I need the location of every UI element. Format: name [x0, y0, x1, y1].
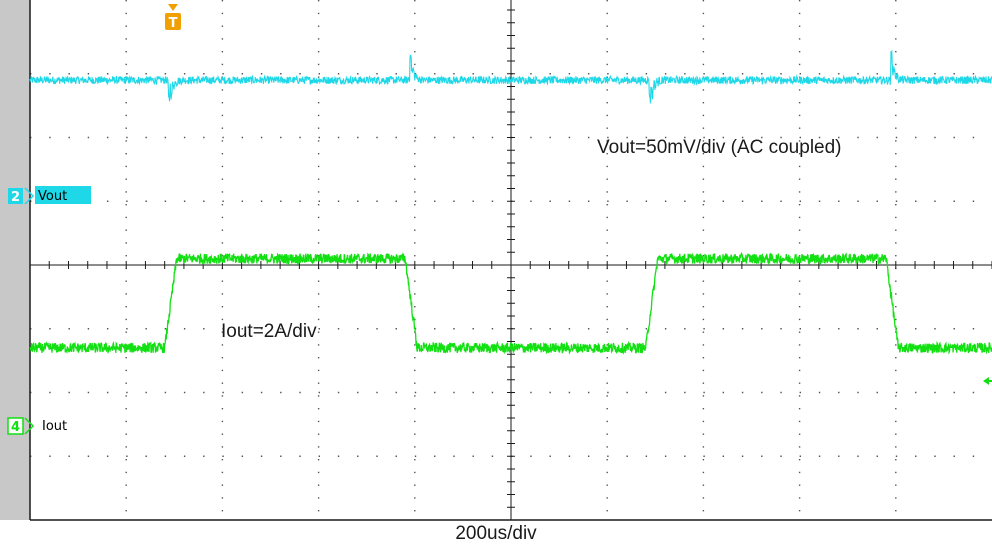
- trigger-arrow-icon: [168, 4, 178, 11]
- marker-layer: T 2 Vout 4 Iout: [7, 4, 992, 435]
- channel-2-badge: [8, 188, 23, 204]
- trigger-level-arrow-icon: [983, 377, 989, 385]
- channel-4-marker: 4 Iout: [7, 416, 84, 435]
- vout-trace: [29, 49, 992, 104]
- channel-2-marker: 2 Vout: [8, 186, 91, 205]
- graticule: [29, 0, 992, 521]
- channel-4-pointer-icon: [24, 417, 35, 435]
- channel-2-number: 2: [11, 190, 20, 205]
- channel-4-label: Iout: [42, 419, 67, 434]
- vout-scale-annotation: Vout=50mV/div (AC coupled): [597, 137, 842, 158]
- trigger-badge: [165, 13, 181, 30]
- channel-4-number: 4: [11, 420, 20, 435]
- trigger-marker: T: [165, 4, 181, 31]
- channel-2-label: Vout: [38, 189, 67, 204]
- channel-4-badge: [7, 417, 24, 435]
- channel-4-label-box: [38, 416, 84, 434]
- trigger-letter: T: [169, 16, 178, 31]
- iout-trace: [29, 251, 992, 355]
- left-bezel: [0, 0, 30, 520]
- trace-layer: [29, 49, 992, 355]
- channel-2-pointer-icon: [24, 187, 35, 205]
- channel-2-label-box: [35, 186, 91, 204]
- timebase-label: 200us/div: [455, 523, 537, 544]
- iout-scale-annotation: Iout=2A/div: [221, 321, 317, 342]
